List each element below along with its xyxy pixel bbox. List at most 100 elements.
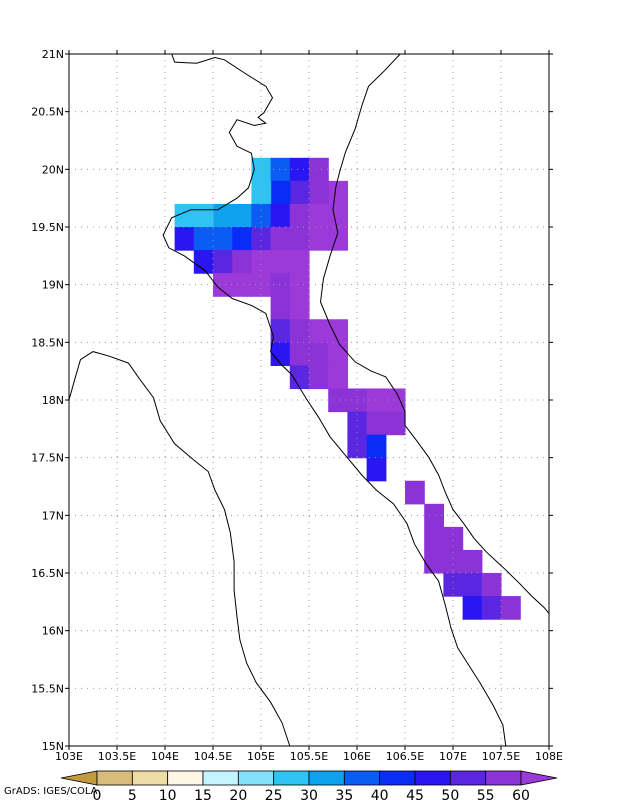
precip-cell [174, 227, 195, 251]
y-tick-label: 19.5N [31, 221, 64, 234]
colorbar-label: 35 [335, 788, 353, 800]
x-tick-label: 104.5E [194, 750, 232, 763]
precip-cell [347, 411, 368, 436]
precip-cell [289, 203, 310, 228]
colorbar-label: 25 [265, 788, 283, 800]
y-tick-label: 17.5N [31, 452, 64, 465]
precip-cell [366, 434, 387, 459]
precip-cell [328, 365, 348, 390]
x-tick-label: 106.5E [386, 750, 424, 763]
precip-cell [443, 526, 464, 551]
precip-cell [328, 388, 348, 413]
colorbar-label: 20 [229, 788, 247, 800]
precip-cell [424, 503, 444, 528]
precip-cell [385, 411, 406, 436]
y-tick-label: 18.5N [31, 336, 64, 349]
precip-cells [174, 157, 521, 620]
colorbar-box [273, 770, 310, 786]
colorbar-label: 10 [159, 788, 177, 800]
precip-cell [328, 342, 348, 366]
colorbar-label: 0 [93, 788, 102, 800]
colorbar-box [414, 770, 451, 786]
precip-cell [309, 203, 329, 228]
y-tick-label: 17N [42, 509, 64, 522]
precip-cell [501, 596, 521, 620]
colorbar-label: 60 [512, 788, 530, 800]
precip-cell [213, 203, 233, 228]
precip-cell [309, 342, 329, 366]
colorbar: 0 5 10 15 20 25 30 35 40 45 50 55 60 [60, 770, 558, 800]
colorbar-label: 40 [371, 788, 389, 800]
precip-cell [270, 203, 291, 228]
precip-cell [424, 526, 444, 551]
x-tick-label: 107.5E [482, 750, 520, 763]
coastlines [68, 53, 550, 747]
precip-cell [328, 319, 348, 343]
colorbar-box [485, 770, 522, 786]
precip-cell [193, 227, 214, 251]
precip-cell [366, 388, 387, 413]
precip-cell [232, 227, 252, 251]
x-axis-ticks: 103E 103.5E 104E 104.5E 105E 105.5E 106E 106.5E… [55, 50, 563, 763]
precip-cell [270, 296, 291, 320]
colorbar-box [96, 770, 133, 786]
colorbar-label: 50 [441, 788, 459, 800]
precip-cell [462, 596, 483, 620]
precip-cell [251, 203, 272, 228]
precip-cell [232, 273, 252, 297]
precip-cell [309, 365, 329, 390]
precip-cell [289, 365, 310, 390]
colorbar-label: 30 [300, 788, 318, 800]
precip-cell [328, 203, 348, 228]
y-tick-label: 20.5N [31, 106, 64, 119]
precip-cell [289, 157, 310, 182]
x-tick-label: 105.5E [290, 750, 328, 763]
colorbar-box [202, 770, 239, 786]
x-tick-label: 103E [55, 750, 83, 763]
precip-cell [270, 227, 291, 251]
precip-cell [251, 227, 272, 251]
y-tick-label: 15.5N [31, 682, 64, 695]
precip-cell [347, 434, 368, 459]
precip-cell [462, 573, 483, 597]
colorbar-arrow-high [520, 770, 558, 786]
precip-cell [270, 250, 291, 274]
y-tick-label: 20N [42, 163, 64, 176]
precip-cell [213, 273, 233, 297]
precip-cell [232, 250, 252, 274]
precip-cell [309, 227, 329, 251]
precip-cell [366, 457, 387, 482]
precip-cell [328, 180, 348, 205]
y-tick-label: 15N [42, 740, 64, 753]
y-tick-label: 16N [42, 625, 64, 638]
border-line [162, 53, 507, 747]
precip-cell [424, 549, 444, 574]
precip-cell [193, 250, 214, 274]
precip-cell [366, 411, 387, 436]
precip-cell [481, 573, 502, 597]
colorbar-box [449, 770, 487, 786]
colorbar-box [237, 770, 275, 786]
colorbar-label: 5 [128, 788, 137, 800]
precip-cell [193, 203, 214, 228]
precip-cell [309, 319, 329, 343]
precip-cell [289, 250, 310, 274]
y-tick-label: 21N [42, 48, 64, 61]
colorbar-box [343, 770, 381, 786]
colorbar-arrow-low [60, 770, 98, 786]
precip-cell [270, 273, 291, 297]
precip-cell [213, 250, 233, 274]
precip-cell [270, 180, 291, 205]
y-tick-label: 18N [42, 394, 64, 407]
precip-cell [443, 573, 464, 597]
precip-cell [462, 549, 483, 574]
precip-cell [443, 549, 464, 574]
border-line-west [68, 351, 291, 747]
precip-cell [289, 227, 310, 251]
colorbar-label: 45 [406, 788, 424, 800]
precip-cell [213, 227, 233, 251]
precip-cell [232, 203, 252, 228]
coastline [319, 53, 550, 614]
precip-cell [289, 296, 310, 320]
